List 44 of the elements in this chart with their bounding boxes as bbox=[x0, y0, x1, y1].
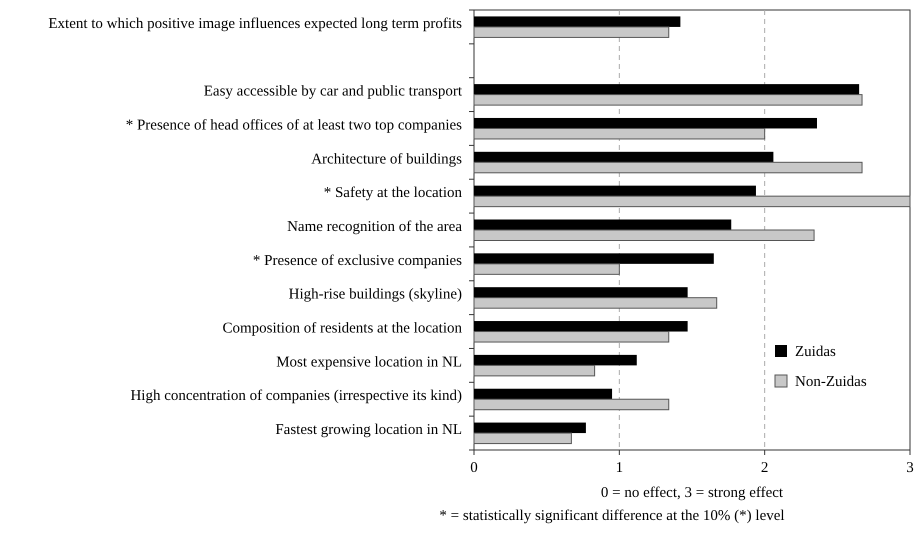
x-tick-label: 1 bbox=[616, 460, 624, 476]
bar bbox=[474, 230, 815, 241]
x-tick-label: 0 bbox=[470, 460, 478, 476]
bar bbox=[474, 287, 688, 298]
bar bbox=[474, 253, 714, 264]
bar bbox=[474, 388, 612, 400]
bar bbox=[474, 16, 680, 27]
legend-label: Non-Zuidas bbox=[795, 374, 867, 390]
y-tick-label: Fastest growing location in NL bbox=[275, 422, 462, 438]
bar bbox=[474, 432, 572, 444]
y-tick-label: High concentration of companies (irrespective its kind) bbox=[130, 388, 462, 404]
bar bbox=[474, 196, 910, 208]
x-axis-title: 0 = no effect, 3 = strong effect bbox=[600, 485, 784, 501]
bar bbox=[474, 263, 620, 275]
x-tick-label: 3 bbox=[906, 460, 914, 476]
legend-label: Zuidas bbox=[795, 344, 836, 360]
bar bbox=[474, 364, 596, 376]
y-tick-label: * Safety at the location bbox=[324, 185, 462, 202]
y-tick-label: Easy accessible by car and public transport bbox=[204, 84, 463, 100]
text: * = statistically significant difference at the 10% (*) level bbox=[439, 508, 785, 524]
bar bbox=[474, 26, 670, 38]
y-tick-label: * Presence of exclusive companies bbox=[252, 252, 462, 269]
bar bbox=[474, 84, 860, 95]
bar bbox=[474, 162, 863, 174]
y-tick-label: High-rise buildings (skyline) bbox=[288, 286, 462, 303]
y-tick-label: Architecture of buildings bbox=[311, 151, 462, 168]
bar bbox=[474, 128, 766, 140]
y-tick-label: Name recognition of the area bbox=[287, 219, 462, 235]
y-tick-label: Extent to which positive image influences expected long term profits bbox=[48, 16, 462, 32]
bar bbox=[474, 354, 637, 366]
y-tick-label: Most expensive location in NL bbox=[276, 354, 462, 370]
bar bbox=[474, 118, 817, 128]
bar bbox=[474, 186, 756, 196]
bar bbox=[474, 422, 586, 434]
y-tick-label: * Presence of head offices of at least two top companies bbox=[126, 117, 462, 134]
bar bbox=[474, 331, 670, 343]
bar bbox=[474, 398, 670, 410]
bar bbox=[474, 297, 718, 309]
bar bbox=[474, 321, 688, 332]
x-tick-label: 2 bbox=[760, 460, 768, 476]
bar bbox=[474, 220, 732, 230]
bar bbox=[474, 94, 863, 106]
bar bbox=[474, 152, 774, 162]
y-tick-label: Composition of residents at the location bbox=[222, 320, 462, 337]
